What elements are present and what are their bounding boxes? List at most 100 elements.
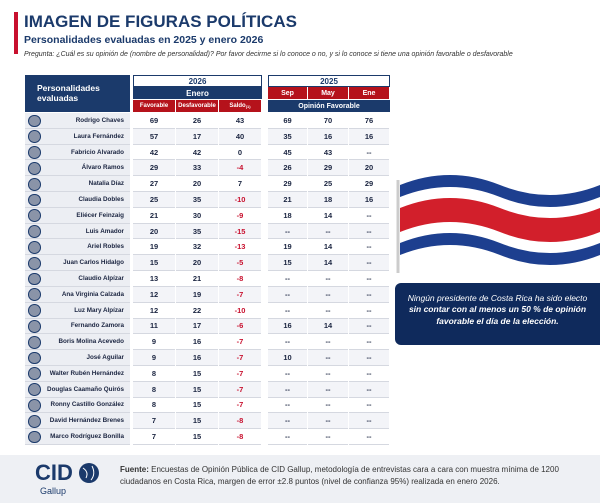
name-cell: Claudia Dobles — [25, 192, 130, 208]
value-cell: 19 — [133, 239, 175, 256]
value-cell: -- — [268, 381, 307, 398]
year-header: 2025 — [268, 75, 390, 87]
value-cell: 57 — [133, 128, 175, 145]
value-cell: 17 — [176, 318, 218, 335]
value-cell: -- — [349, 207, 389, 224]
value-cell: 43 — [219, 113, 261, 129]
value-cell: -15 — [219, 223, 261, 240]
value-cell: -- — [308, 413, 348, 430]
value-cell: -- — [308, 397, 348, 414]
avatar — [28, 146, 41, 159]
value-cell: -- — [349, 223, 389, 240]
value-cell: -- — [308, 334, 348, 351]
name-cell: Claudio Alpízar — [25, 271, 130, 287]
value-cell: -8 — [219, 271, 261, 287]
value-cell: 19 — [176, 286, 218, 303]
name-cell: Ana Virginia Calzada — [25, 286, 130, 303]
value-cell: 11 — [133, 318, 175, 335]
value-cell: 18 — [308, 192, 348, 208]
month-header: Enero — [133, 87, 262, 99]
value-cell: 27 — [133, 176, 175, 193]
value-cell: -- — [349, 365, 389, 382]
month-header: Ene — [349, 87, 389, 99]
value-cell: 15 — [133, 255, 175, 272]
name-cell: Luz Mary Alpízar — [25, 302, 130, 319]
name-cell: Álvaro Ramos — [25, 160, 130, 177]
footnote-mark: (1) — [245, 103, 251, 109]
name-cell: Juan Carlos Hidalgo — [25, 255, 130, 272]
logo-sub: Gallup — [40, 486, 67, 496]
value-cell: 12 — [133, 286, 175, 303]
value-cell: -- — [349, 429, 389, 445]
name-cell: Eliécer Feinzaig — [25, 207, 130, 224]
value-cell: -- — [308, 381, 348, 398]
value-cell: 70 — [308, 113, 348, 129]
value-cell: -- — [308, 271, 348, 287]
avatar — [28, 320, 41, 333]
avatar — [28, 177, 41, 191]
value-cell: 14 — [308, 318, 348, 335]
value-cell: 14 — [308, 239, 348, 256]
value-cell: 9 — [133, 334, 175, 351]
name-cell: Luis Amador — [25, 223, 130, 240]
value-cell: -- — [268, 302, 307, 319]
value-cell: 14 — [308, 207, 348, 224]
value-cell: 21 — [176, 271, 218, 287]
avatar — [28, 256, 41, 270]
value-cell: 12 — [133, 302, 175, 319]
value-cell: 15 — [176, 381, 218, 398]
avatar — [28, 383, 41, 397]
subtitle: Personalidades evaluadas en 2025 y enero… — [24, 34, 264, 46]
value-cell: 14 — [308, 255, 348, 272]
value-cell: 15 — [176, 365, 218, 382]
avatar — [28, 335, 41, 349]
name-cell: Marco Rodríguez Bonilla — [25, 429, 130, 445]
source-label: Fuente: — [120, 465, 149, 474]
value-cell: 18 — [268, 207, 307, 224]
value-cell: -- — [268, 271, 307, 287]
value-cell: 35 — [176, 223, 218, 240]
value-cell: 25 — [133, 192, 175, 208]
value-cell: 20 — [176, 176, 218, 193]
value-cell: -4 — [219, 160, 261, 177]
value-cell: 16 — [176, 350, 218, 366]
value-cell: -- — [349, 381, 389, 398]
value-cell: -- — [308, 429, 348, 445]
value-cell: -7 — [219, 350, 261, 366]
value-cell: 35 — [268, 128, 307, 145]
value-cell: -- — [349, 255, 389, 272]
value-cell: 16 — [176, 334, 218, 351]
value-cell: -- — [349, 144, 389, 161]
value-cell: 16 — [268, 318, 307, 335]
value-cell: 21 — [133, 207, 175, 224]
value-cell: 29 — [268, 176, 307, 193]
value-cell: -- — [349, 350, 389, 366]
value-cell: 29 — [308, 160, 348, 177]
value-cell: 69 — [268, 113, 307, 129]
avatar — [28, 288, 41, 302]
avatar — [28, 367, 41, 381]
value-cell: 17 — [176, 128, 218, 145]
title: IMAGEN DE FIGURAS POLÍTICAS — [24, 12, 297, 31]
column-header: Desfavorable — [176, 100, 218, 112]
value-cell: -- — [268, 365, 307, 382]
value-cell: 26 — [176, 113, 218, 129]
name-cell: Ariel Robles — [25, 239, 130, 256]
name-header: Personalidades evaluadas — [25, 75, 130, 112]
column-header: Favorable — [133, 100, 175, 112]
avatar — [28, 430, 41, 444]
value-cell: -10 — [219, 302, 261, 319]
value-cell: 30 — [176, 207, 218, 224]
value-cell: 40 — [219, 128, 261, 145]
avatar — [28, 399, 41, 412]
source-text: Encuestas de Opinión Pública de CID Gall… — [120, 465, 559, 486]
value-cell: 19 — [268, 239, 307, 256]
value-cell: -- — [308, 365, 348, 382]
value-cell: 15 — [268, 255, 307, 272]
title-bar — [14, 12, 18, 54]
value-cell: 22 — [176, 302, 218, 319]
value-cell: -7 — [219, 334, 261, 351]
value-cell: 20 — [349, 160, 389, 177]
value-cell: 8 — [133, 397, 175, 414]
